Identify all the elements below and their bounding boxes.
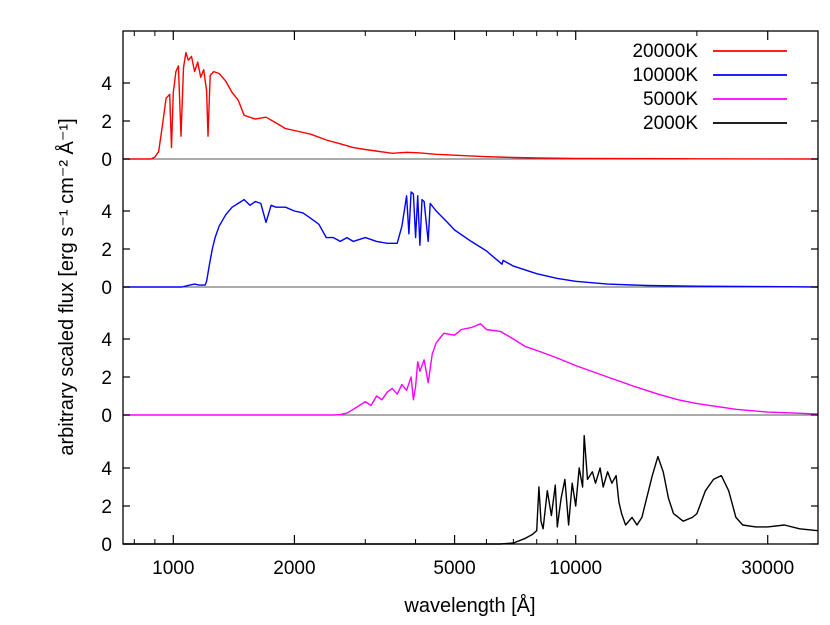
x-tick-label-5000: 5000 bbox=[433, 558, 475, 579]
ticks-group: 0 2 4 0 2 4 0 2 4 0 2 4 1000 2000 5000 10000 30000 bbox=[101, 31, 819, 579]
y-tick-label-p1-4: 4 bbox=[101, 74, 112, 95]
y-tick-label-p1-0: 0 bbox=[101, 150, 112, 171]
y-tick-label-p4-4: 4 bbox=[101, 459, 112, 480]
series-line-5000K bbox=[123, 323, 819, 416]
x-axis-label: wavelength [Å] bbox=[403, 594, 535, 617]
legend-label-20000K: 20000K bbox=[632, 41, 698, 62]
y-tick-label-p3-0: 0 bbox=[101, 406, 112, 427]
y-tick-label-p3-4: 4 bbox=[101, 330, 112, 351]
x-tick-label-1000: 1000 bbox=[152, 558, 194, 579]
y-tick-label-p2-0: 0 bbox=[101, 278, 112, 299]
y-tick-label-p4-2: 2 bbox=[101, 497, 112, 518]
x-tick-label-2000: 2000 bbox=[273, 558, 315, 579]
legend-label-2000K: 2000K bbox=[643, 113, 698, 134]
y-axis-label: arbitrary scaled flux [erg s⁻¹ cm⁻² Å⁻¹] bbox=[55, 118, 78, 455]
legend-label-5000K: 5000K bbox=[643, 89, 698, 110]
series-group bbox=[123, 51, 819, 545]
y-tick-label-p2-2: 2 bbox=[101, 240, 112, 261]
y-tick-label-p2-4: 4 bbox=[101, 202, 112, 223]
series-line-2000K bbox=[123, 435, 819, 545]
y-tick-label-p1-2: 2 bbox=[101, 112, 112, 133]
y-tick-label-p4-0: 0 bbox=[101, 535, 112, 556]
legend-label-10000K: 10000K bbox=[632, 65, 698, 86]
x-tick-label-30000: 30000 bbox=[741, 558, 794, 579]
panels bbox=[123, 158, 818, 545]
series-line-20000K bbox=[123, 51, 819, 160]
series-line-10000K bbox=[123, 191, 819, 288]
x-tick-label-10000: 10000 bbox=[549, 558, 602, 579]
legend: 20000K 10000K 5000K 2000K bbox=[632, 41, 787, 134]
y-tick-label-p3-2: 2 bbox=[101, 368, 112, 389]
